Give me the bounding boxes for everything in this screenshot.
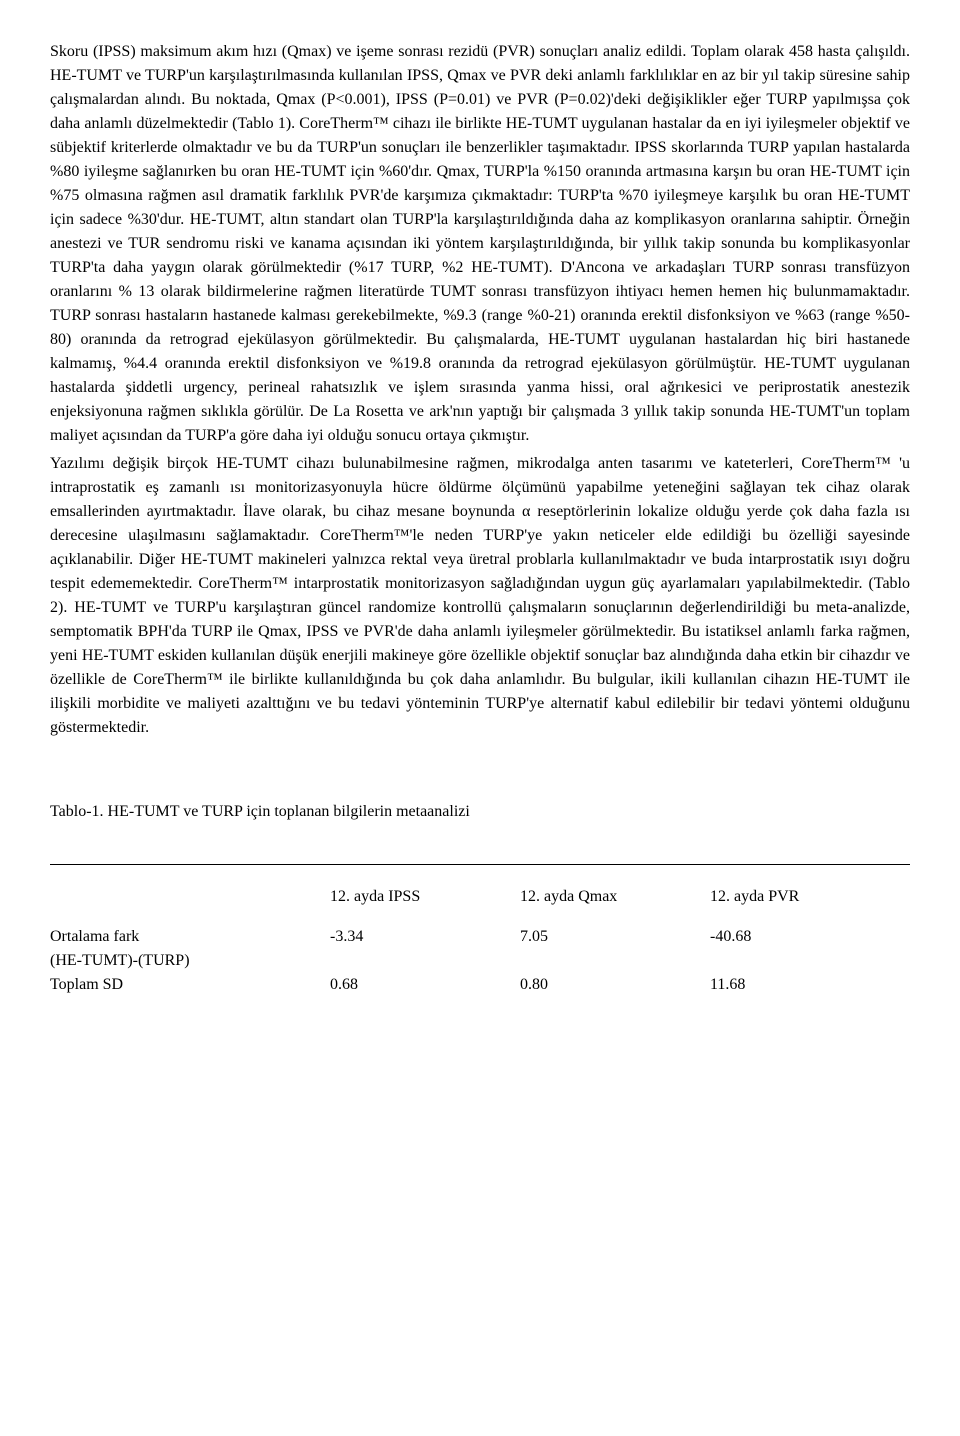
- row2-qmax: 0.80: [520, 973, 710, 997]
- table-row-2: Toplam SD 0.68 0.80 11.68: [50, 973, 910, 997]
- row1-pvr: -40.68: [710, 925, 900, 973]
- row2-label: Toplam SD: [50, 973, 330, 997]
- table-caption: Tablo-1. HE-TUMT ve TURP için toplanan b…: [50, 800, 910, 824]
- table-header-pvr: 12. ayda PVR: [710, 885, 900, 909]
- table-header-ipss: 12. ayda IPSS: [330, 885, 520, 909]
- body-paragraph-2: Yazılımı değişik birçok HE-TUMT cihazı b…: [50, 452, 910, 740]
- table-row-1: Ortalama fark (HE-TUMT)-(TURP) -3.34 7.0…: [50, 925, 910, 973]
- row1-ipss: -3.34: [330, 925, 520, 973]
- row1-label-line2: (HE-TUMT)-(TURP): [50, 949, 330, 973]
- table-header-empty: [50, 885, 330, 909]
- table-header-qmax: 12. ayda Qmax: [520, 885, 710, 909]
- table-header-row: 12. ayda IPSS 12. ayda Qmax 12. ayda PVR: [50, 885, 910, 909]
- body-paragraph-1: Skoru (IPSS) maksimum akım hızı (Qmax) v…: [50, 40, 910, 448]
- row1-qmax: 7.05: [520, 925, 710, 973]
- table-separator: [50, 864, 910, 865]
- row2-ipss: 0.68: [330, 973, 520, 997]
- row2-pvr: 11.68: [710, 973, 900, 997]
- table-row-label: Ortalama fark (HE-TUMT)-(TURP): [50, 925, 330, 973]
- row1-label-line1: Ortalama fark: [50, 925, 330, 949]
